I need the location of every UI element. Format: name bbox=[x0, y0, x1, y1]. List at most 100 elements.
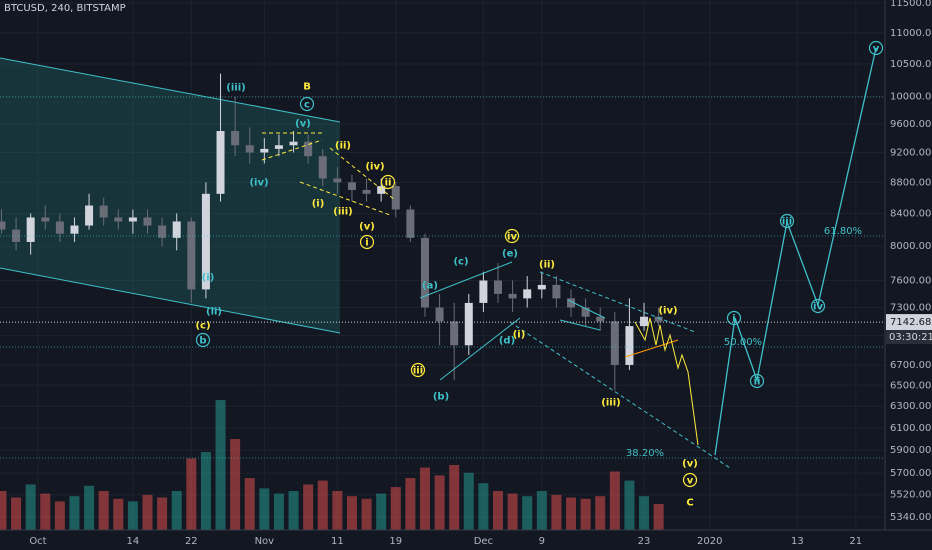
y-tick-label: 6300.00 bbox=[890, 401, 931, 412]
trend-line bbox=[559, 319, 601, 331]
projection-cyan bbox=[714, 47, 877, 456]
wave-label: (i) bbox=[312, 199, 325, 210]
y-tick-label: 6100.00 bbox=[890, 423, 931, 434]
candle-body bbox=[85, 205, 94, 226]
y-tick-label: 8400.00 bbox=[890, 208, 931, 219]
y-tick-label: 9600.00 bbox=[890, 119, 931, 130]
channel bbox=[0, 58, 340, 333]
candle-body bbox=[0, 221, 6, 230]
candle-body bbox=[420, 237, 429, 308]
volume-bar bbox=[434, 475, 445, 530]
candle-body bbox=[231, 131, 240, 146]
trend-line bbox=[509, 321, 731, 469]
volume-bar bbox=[478, 483, 489, 530]
y-tick-label: 9200.00 bbox=[890, 148, 931, 159]
wave-circle bbox=[359, 234, 375, 250]
candle-body bbox=[610, 321, 619, 365]
x-tick-label: 13 bbox=[791, 536, 804, 547]
volume-bar bbox=[639, 496, 650, 530]
wave-label: (iv) bbox=[658, 306, 677, 317]
x-tick-label: 23 bbox=[638, 536, 651, 547]
x-tick-label: 11 bbox=[331, 536, 344, 547]
wave-label: ii bbox=[754, 377, 761, 388]
fib-label: 50.00% bbox=[724, 337, 762, 348]
volume-bar bbox=[171, 491, 182, 530]
candle-body bbox=[201, 193, 210, 290]
x-tick-label: 2020 bbox=[697, 536, 722, 547]
volume-bar bbox=[0, 491, 7, 530]
wave-label: (v) bbox=[359, 222, 375, 233]
volume-bar bbox=[273, 493, 284, 530]
wave-label: b bbox=[199, 336, 206, 347]
wave-label: (c) bbox=[195, 321, 210, 332]
volume-bar bbox=[84, 485, 95, 530]
wave-circle bbox=[299, 96, 315, 112]
volume-bar bbox=[580, 498, 591, 530]
candle-body bbox=[537, 284, 546, 290]
wave-circle bbox=[810, 298, 826, 314]
candle-body bbox=[143, 217, 152, 226]
countdown: 03:30:21 bbox=[889, 332, 932, 343]
wave-label: (ii) bbox=[335, 141, 351, 152]
y-tick-label: 5900.00 bbox=[890, 445, 931, 456]
candle-body bbox=[654, 316, 663, 322]
x-tick-label: Oct bbox=[29, 536, 46, 547]
candle-body bbox=[55, 221, 64, 234]
y-tick-label: 7300.00 bbox=[890, 302, 931, 313]
candle-body bbox=[187, 221, 196, 290]
wave-label: (iv) bbox=[249, 178, 268, 189]
symbol-header: BTCUSD, 240, BITSTAMP bbox=[4, 3, 126, 14]
wave-circle bbox=[380, 174, 396, 190]
channel-top bbox=[0, 57, 341, 123]
volume-bar bbox=[566, 497, 577, 530]
candle-body bbox=[172, 221, 181, 238]
candle-body bbox=[289, 141, 298, 146]
candle-body bbox=[567, 298, 576, 308]
trend-line bbox=[299, 181, 391, 216]
x-tick-label: Dec bbox=[474, 536, 493, 547]
candle-body bbox=[625, 326, 634, 365]
volume-bar bbox=[551, 494, 562, 530]
volume bbox=[0, 400, 664, 530]
y-tick-label: 6500.00 bbox=[890, 380, 931, 391]
volume-bar bbox=[361, 498, 372, 530]
volume-bar bbox=[200, 452, 211, 530]
candle-body bbox=[304, 141, 313, 157]
volume-bar bbox=[419, 467, 430, 530]
candle-body bbox=[581, 307, 590, 317]
volume-bar bbox=[215, 400, 226, 530]
projection-yellow bbox=[634, 317, 699, 446]
wave-label: (e) bbox=[502, 249, 518, 260]
volume-bar bbox=[332, 491, 343, 530]
wave-label: iii bbox=[782, 217, 792, 228]
volume-bar bbox=[449, 465, 460, 530]
volume-bar bbox=[507, 493, 518, 530]
candle-body bbox=[479, 280, 488, 303]
wave-circle bbox=[726, 310, 742, 326]
volume-bar bbox=[142, 494, 153, 530]
candle-body bbox=[70, 225, 79, 234]
drawings bbox=[0, 47, 885, 469]
wave-label: (c) bbox=[453, 257, 468, 268]
wave-label: c bbox=[304, 100, 310, 111]
wave-circle bbox=[504, 228, 520, 244]
wave-label: (iii) bbox=[333, 207, 352, 218]
candle-body bbox=[318, 156, 327, 179]
volume-bar bbox=[303, 484, 314, 530]
wave-label: v bbox=[687, 476, 694, 487]
wave-label: iv bbox=[507, 232, 517, 243]
wave-label: (d) bbox=[499, 336, 515, 347]
y-tick-label: 11500.00 bbox=[890, 0, 932, 9]
wave-label: (ii) bbox=[539, 260, 555, 271]
volume-bar bbox=[288, 491, 299, 530]
wave-label: (v) bbox=[295, 119, 311, 130]
candle-body bbox=[391, 186, 400, 210]
candle-body bbox=[26, 217, 35, 242]
candle-body bbox=[362, 189, 371, 194]
volume-bar bbox=[653, 504, 664, 530]
volume-bar bbox=[624, 480, 635, 530]
wave-label: i bbox=[732, 314, 735, 325]
volume-bar bbox=[609, 471, 620, 530]
y-tick-label: 11000.00 bbox=[890, 28, 932, 39]
last-price: 7142.68 bbox=[890, 317, 931, 328]
